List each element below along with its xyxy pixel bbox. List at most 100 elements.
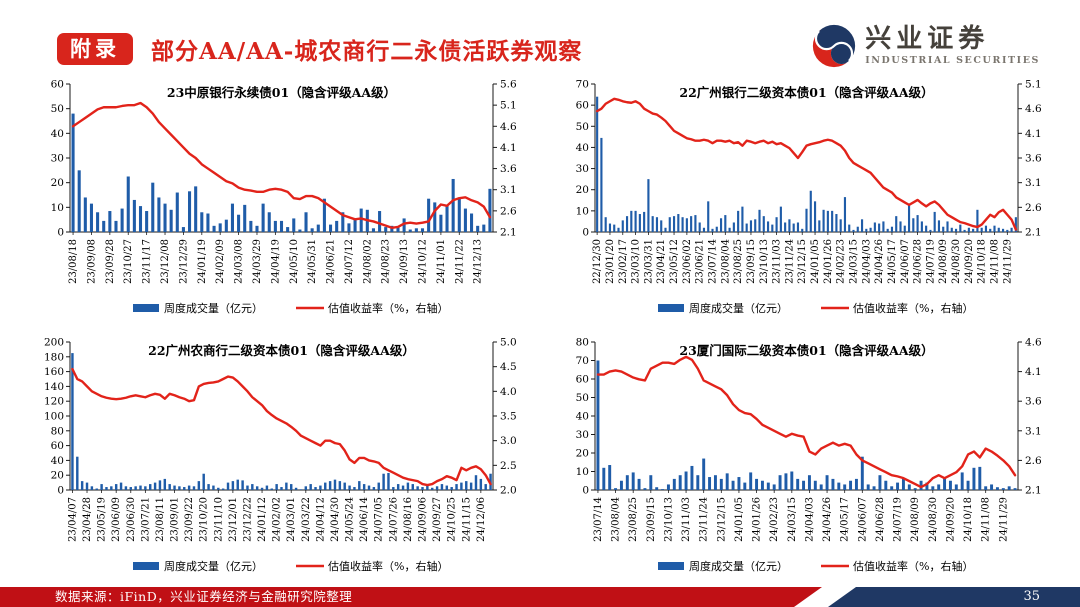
x-tick-label: 24/05/17 <box>840 497 851 542</box>
svg-text:0: 0 <box>582 227 589 239</box>
x-tick-label: 24/09/13 <box>399 239 410 284</box>
svg-text:10: 10 <box>576 205 589 217</box>
x-tick-label: 24/01/05 <box>810 239 821 284</box>
x-tick-label: 24/06/21 <box>326 239 337 284</box>
legend-line-label: 估值收益率（%，右轴） <box>853 559 973 573</box>
svg-text:60: 60 <box>576 100 589 112</box>
yield-line <box>595 97 1018 231</box>
svg-text:4.6: 4.6 <box>500 121 517 133</box>
svg-text:30: 30 <box>51 153 64 165</box>
x-tick-label: 24/02/23 <box>769 497 780 542</box>
chart-title: 22广州银行二级资本债01（隐含评级AA级） <box>679 85 933 100</box>
chart-zhongyuan-bank: 0 10 20 30 40 50 60 2.1 2.6 3.1 3.6 4.1 4.6 5.1 5.6 23/… <box>28 76 527 320</box>
legend-line-label: 估值收益率（%，右轴） <box>328 301 448 315</box>
x-tick-label: 23/11/17 <box>142 239 153 284</box>
svg-text:80: 80 <box>51 425 64 437</box>
svg-text:180: 180 <box>44 351 64 363</box>
x-tick-label: 24/10/18 <box>977 239 988 284</box>
page-header: 附录 部分AA/AA-城农商行二永债活跃券观察 <box>57 32 582 66</box>
chart-legend: 周度成交量（亿元） 估值收益率（%，右轴） <box>658 559 973 573</box>
svg-text:3.6: 3.6 <box>500 163 517 175</box>
yield-line <box>71 367 492 487</box>
x-tick-label: 23/04/21 <box>656 239 667 284</box>
legend-bars-label: 周度成交量（亿元） <box>689 559 788 573</box>
legend-bars-label: 周度成交量（亿元） <box>164 301 263 315</box>
yield-line <box>71 101 492 229</box>
x-tick-label: 24/08/09 <box>938 239 949 284</box>
x-tick-label: 24/03/01 <box>286 497 297 542</box>
yield-line <box>596 355 1017 489</box>
chart-canvas: 0 10 20 30 40 50 60 70 80 2.1 2.6 3.1 3.6 4.1 4.6 23/07… <box>576 337 1042 574</box>
x-tick-label: 24/02/23 <box>836 239 847 284</box>
x-tick-label: 24/01/12 <box>257 497 268 542</box>
x-tick-label: 24/04/03 <box>804 497 815 542</box>
x-tick-label: 24/08/30 <box>928 497 939 542</box>
chart-guangzhou-rural-bank: 0 20 40 60 80 100 120 140 160 180 200 2.0 2.5 3.0 3.5 4… <box>28 334 527 578</box>
x-tick-label: 23/04/28 <box>82 497 93 542</box>
svg-text:20: 20 <box>51 177 64 189</box>
svg-text:4.1: 4.1 <box>500 142 517 154</box>
legend-bar-swatch <box>658 562 684 570</box>
x-tick-label: 23/12/08 <box>160 239 171 284</box>
svg-text:4.5: 4.5 <box>500 361 517 373</box>
chart-guangzhou-bank: 0 10 20 30 40 50 60 70 2.1 2.6 3.1 3.6 4.1 4.6 5.1 22/1… <box>553 76 1052 320</box>
x-tick-label: 23/05/12 <box>669 239 680 284</box>
x-tick-label: 24/01/26 <box>752 497 763 542</box>
x-tick-label: 23/06/09 <box>111 497 122 542</box>
chart-legend: 周度成交量（亿元） 估值收益率（%，右轴） <box>133 559 448 573</box>
x-tick-label: 24/05/17 <box>887 239 898 284</box>
svg-text:2.1: 2.1 <box>500 227 517 239</box>
svg-text:10: 10 <box>576 466 589 478</box>
x-tick-label: 24/09/20 <box>945 497 956 542</box>
svg-text:4.1: 4.1 <box>1025 128 1042 140</box>
x-tick-label: 24/01/26 <box>823 239 834 284</box>
x-tick-label: 24/01/19 <box>197 239 208 284</box>
x-tick-label: 23/10/13 <box>759 239 770 284</box>
x-tick-label: 24/04/12 <box>315 497 326 542</box>
x-tick-label: 23/10/20 <box>199 497 210 542</box>
svg-text:70: 70 <box>576 355 589 367</box>
x-tick-label: 24/07/19 <box>893 497 904 542</box>
svg-text:200: 200 <box>44 337 64 349</box>
logo-text: 兴业证券 INDUSTRIAL SECURITIES <box>865 26 1040 66</box>
svg-text:3.1: 3.1 <box>1025 177 1042 189</box>
x-tick-label: 22/12/30 <box>592 239 603 284</box>
x-tick-label: 24/04/03 <box>861 239 872 284</box>
x-tick-label: 24/04/26 <box>874 239 885 284</box>
x-tick-label: 23/06/02 <box>682 239 693 284</box>
svg-text:80: 80 <box>576 337 589 349</box>
x-tick-label: 23/12/01 <box>228 497 239 542</box>
x-tick-label: 24/08/23 <box>381 239 392 284</box>
x-tick-label: 24/06/28 <box>913 239 924 284</box>
x-tick-label: 23/08/25 <box>733 239 744 284</box>
chart-canvas: 0 10 20 30 40 50 60 70 2.1 2.6 3.1 3.6 4.1 4.6 5.1 22/1… <box>576 79 1042 316</box>
svg-text:2.6: 2.6 <box>1025 202 1042 214</box>
svg-text:30: 30 <box>576 163 589 175</box>
legend-bar-swatch <box>133 562 159 570</box>
x-tick-label: 24/09/27 <box>432 497 443 542</box>
x-tick-label: 24/03/08 <box>234 239 245 284</box>
svg-text:160: 160 <box>44 366 64 378</box>
x-tick-label: 24/11/29 <box>998 497 1009 542</box>
chart-xiamen-international: 0 10 20 30 40 50 60 70 80 2.1 2.6 3.1 3.6 4.1 4.6 23/07… <box>553 334 1052 578</box>
svg-text:30: 30 <box>576 429 589 441</box>
x-tick-label: 23/05/19 <box>97 497 108 542</box>
x-tick-label: 24/03/15 <box>787 497 798 542</box>
x-tick-label: 24/07/12 <box>344 239 355 284</box>
legend-line-label: 估值收益率（%，右轴） <box>328 559 448 573</box>
x-tick-label: 23/09/28 <box>105 239 116 284</box>
svg-text:3.0: 3.0 <box>500 435 517 447</box>
x-tick-label: 24/05/24 <box>345 497 356 542</box>
chart-grid: 0 10 20 30 40 50 60 2.1 2.6 3.1 3.6 4.1 4.6 5.1 5.6 23/… <box>28 76 1052 578</box>
x-tick-label: 23/11/03 <box>681 497 692 542</box>
x-tick-label: 23/11/03 <box>772 239 783 284</box>
svg-text:3.6: 3.6 <box>1025 153 1042 165</box>
legend-bar-swatch <box>133 304 159 312</box>
x-tick-label: 24/04/26 <box>822 497 833 542</box>
x-tick-label: 24/04/19 <box>270 239 281 284</box>
svg-text:50: 50 <box>576 121 589 133</box>
x-tick-label: 24/07/26 <box>388 497 399 542</box>
legend-line-label: 估值收益率（%，右轴） <box>853 301 973 315</box>
x-tick-label: 23/06/30 <box>126 497 137 542</box>
x-tick-label: 23/10/27 <box>123 239 134 284</box>
